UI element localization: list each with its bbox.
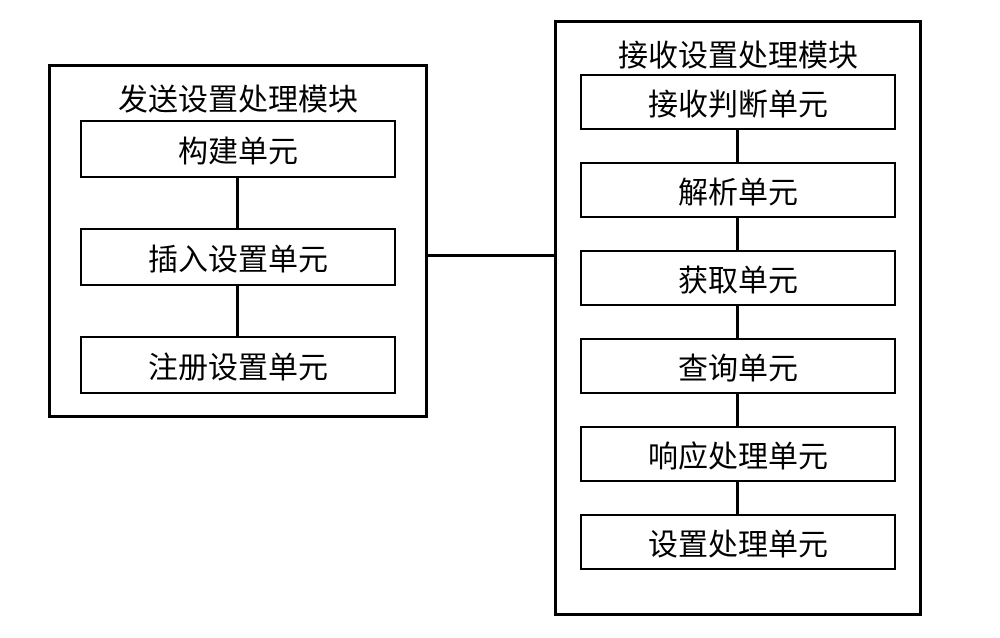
- right-unit-4: 响应处理单元: [580, 426, 896, 482]
- right-connector-3: [736, 394, 739, 426]
- left-unit-0: 构建单元: [80, 120, 396, 178]
- unit-label: 响应处理单元: [648, 432, 828, 476]
- inter-module-connector: [428, 254, 554, 257]
- diagram-canvas: 发送设置处理模块 接收设置处理模块 构建单元 插入设置单元 注册设置单元 接收判…: [0, 0, 1000, 638]
- left-unit-1: 插入设置单元: [80, 228, 396, 286]
- unit-label: 注册设置单元: [148, 343, 328, 387]
- left-connector-0: [236, 178, 239, 228]
- right-module-title: 接收设置处理模块: [557, 31, 919, 75]
- unit-label: 构建单元: [178, 127, 298, 171]
- left-module-title: 发送设置处理模块: [51, 75, 425, 119]
- unit-label: 获取单元: [678, 256, 798, 300]
- unit-label: 接收判断单元: [648, 80, 828, 124]
- right-unit-3: 查询单元: [580, 338, 896, 394]
- left-unit-2: 注册设置单元: [80, 336, 396, 394]
- right-unit-2: 获取单元: [580, 250, 896, 306]
- right-connector-2: [736, 306, 739, 338]
- unit-label: 设置处理单元: [648, 520, 828, 564]
- right-connector-4: [736, 482, 739, 514]
- unit-label: 插入设置单元: [148, 235, 328, 279]
- unit-label: 解析单元: [678, 168, 798, 212]
- unit-label: 查询单元: [678, 344, 798, 388]
- right-unit-1: 解析单元: [580, 162, 896, 218]
- right-unit-5: 设置处理单元: [580, 514, 896, 570]
- right-unit-0: 接收判断单元: [580, 74, 896, 130]
- right-connector-1: [736, 218, 739, 250]
- left-connector-1: [236, 286, 239, 336]
- right-connector-0: [736, 130, 739, 162]
